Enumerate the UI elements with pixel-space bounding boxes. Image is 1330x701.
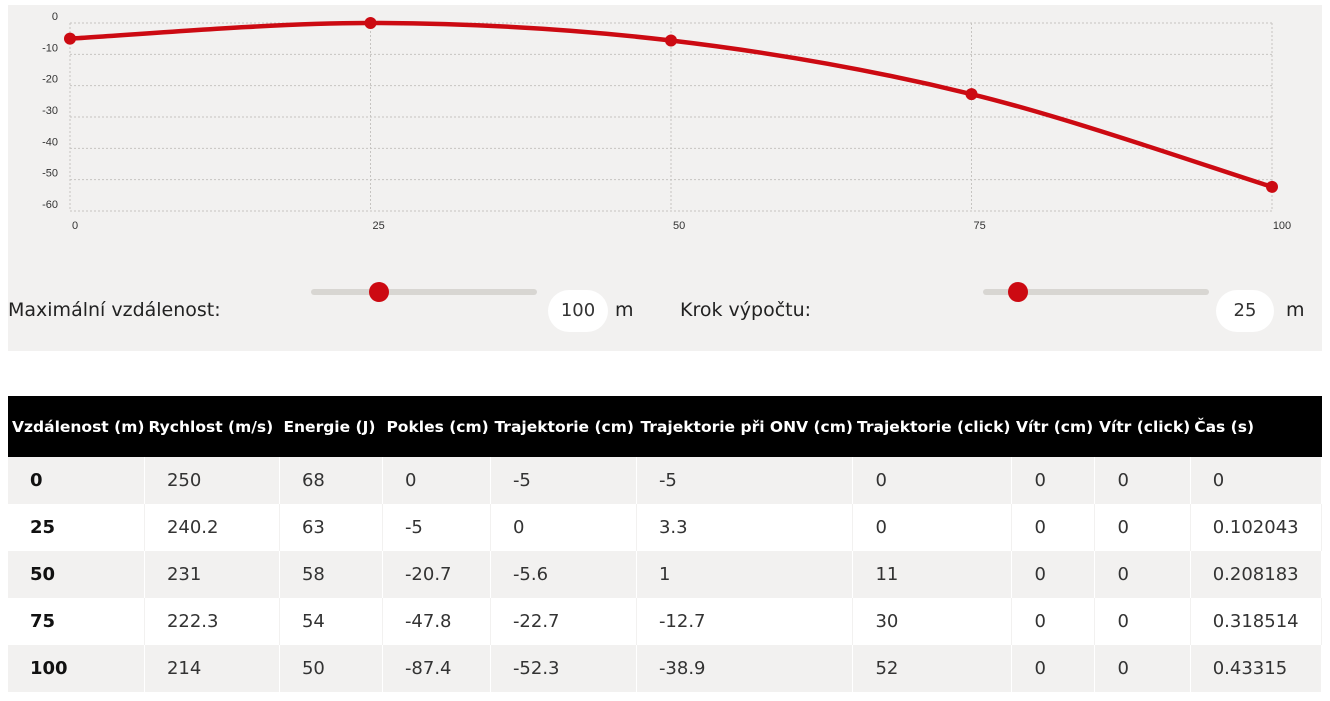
x-tick-label: 0: [72, 220, 78, 232]
cell-drop: -87.4: [382, 645, 491, 692]
cell-trajectory-onv: -5: [636, 457, 854, 504]
y-tick-label: -40: [42, 136, 58, 148]
cell-wind-click: 0: [1094, 504, 1191, 551]
y-tick-label: -50: [42, 168, 58, 180]
data-point: [64, 32, 76, 45]
col-trajectory: Trajektorie (cm): [490, 396, 637, 457]
trajectory-chart: 0 -10 -20 -30 -40 -50 -60 0 25 50 75 100: [42, 11, 1291, 232]
y-tick-label: -30: [42, 105, 58, 117]
cell-drop: -20.7: [382, 551, 491, 598]
cell-trajectory: 0: [490, 504, 637, 551]
step-label: Krok výpočtu:: [680, 299, 812, 321]
cell-trajectory: -52.3: [490, 645, 637, 692]
cell-velocity: 214: [144, 645, 280, 692]
cell-distance: 75: [8, 598, 145, 645]
cell-trajectory-onv: 1: [636, 551, 854, 598]
data-point: [965, 88, 978, 101]
cell-wind: 0: [1011, 457, 1096, 504]
col-velocity: Rychlost (m/s): [144, 396, 280, 457]
cell-distance: 50: [8, 551, 145, 598]
cell-energy: 63: [279, 504, 383, 551]
cell-distance: 25: [8, 504, 145, 551]
cell-trajectory: -5.6: [490, 551, 637, 598]
col-energy: Energie (J): [279, 396, 383, 457]
col-drop: Pokles (cm): [382, 396, 491, 457]
step-slider-handle[interactable]: [1007, 282, 1028, 302]
cell-velocity: 250: [144, 457, 280, 504]
cell-trajectory-onv: 3.3: [636, 504, 854, 551]
cell-wind: 0: [1011, 551, 1096, 598]
col-distance: Vzdálenost (m): [8, 396, 145, 457]
cell-wind: 0: [1011, 598, 1096, 645]
cell-wind: 0: [1011, 645, 1096, 692]
cell-energy: 58: [279, 551, 383, 598]
data-point: [364, 17, 377, 29]
cell-time: 0.43315: [1190, 645, 1323, 692]
cell-drop: -47.8: [382, 598, 491, 645]
y-tick-label: -10: [42, 42, 58, 54]
data-point: [1266, 180, 1278, 193]
cell-energy: 54: [279, 598, 383, 645]
cell-trajectory-click: 0: [852, 457, 1013, 504]
max-distance-unit: m: [615, 299, 634, 321]
y-tick-label: -20: [42, 74, 58, 86]
cell-time: 0.318514: [1190, 598, 1323, 645]
step-slider[interactable]: [983, 282, 1209, 302]
cell-wind-click: 0: [1094, 645, 1191, 692]
data-point: [665, 34, 677, 47]
cell-distance: 0: [8, 457, 145, 504]
cell-trajectory-click: 11: [852, 551, 1013, 598]
cell-wind-click: 0: [1094, 457, 1191, 504]
y-tick-label: 0: [52, 11, 58, 23]
cell-trajectory: -5: [490, 457, 637, 504]
max-distance-slider[interactable]: [311, 282, 537, 302]
x-tick-label: 50: [673, 220, 685, 232]
cell-time: 0: [1190, 457, 1323, 504]
x-tick-label: 75: [974, 220, 986, 232]
cell-energy: 68: [279, 457, 383, 504]
cell-drop: 0: [382, 457, 491, 504]
x-tick-label: 25: [373, 220, 385, 232]
col-time: Čas (s): [1190, 396, 1322, 457]
table-row: 75 222.3 54 -47.8 -22.7 -12.7 30 0 0 0.318514: [8, 598, 1323, 645]
cell-trajectory: -22.7: [490, 598, 637, 645]
step-input[interactable]: 25: [1216, 290, 1274, 332]
cell-trajectory-onv: -12.7: [636, 598, 854, 645]
x-tick-label: 100: [1273, 220, 1291, 232]
table-row: 25 240.2 63 -5 0 3.3 0 0 0 0.102043: [8, 504, 1323, 551]
cell-trajectory-onv: -38.9: [636, 645, 854, 692]
col-trajectory-onv: Trajektorie při ONV (cm): [636, 396, 853, 457]
max-distance-slider-handle[interactable]: [368, 282, 389, 302]
cell-distance: 100: [8, 645, 145, 692]
step-unit: m: [1286, 299, 1305, 321]
col-wind-click: Vítr (click): [1094, 396, 1191, 457]
table-row: 0 250 68 0 -5 -5 0 0 0 0: [8, 457, 1323, 504]
cell-wind: 0: [1011, 504, 1096, 551]
cell-trajectory-click: 30: [852, 598, 1013, 645]
col-trajectory-click: Trajektorie (click): [852, 396, 1012, 457]
cell-trajectory-click: 52: [852, 645, 1013, 692]
cell-wind-click: 0: [1094, 598, 1191, 645]
cell-wind-click: 0: [1094, 551, 1191, 598]
cell-velocity: 222.3: [144, 598, 280, 645]
y-tick-label: -60: [42, 199, 58, 211]
col-wind: Vítr (cm): [1011, 396, 1095, 457]
table-row: 50 231 58 -20.7 -5.6 1 11 0 0 0.208183: [8, 551, 1323, 598]
cell-velocity: 240.2: [144, 504, 280, 551]
cell-velocity: 231: [144, 551, 280, 598]
cell-trajectory-click: 0: [852, 504, 1013, 551]
table-row: 100 214 50 -87.4 -52.3 -38.9 52 0 0 0.43315: [8, 645, 1323, 692]
ballistics-table: Vzdálenost (m) Rychlost (m/s) Energie (J…: [8, 396, 1323, 692]
max-distance-label: Maximální vzdálenost:: [8, 299, 221, 321]
table-header-row: Vzdálenost (m) Rychlost (m/s) Energie (J…: [8, 396, 1322, 457]
cell-drop: -5: [382, 504, 491, 551]
table-body: 0 250 68 0 -5 -5 0 0 0 0 25 240.2 63 -5 0 3.3 0 0 0 0.10204…: [8, 457, 1323, 692]
cell-energy: 50: [279, 645, 383, 692]
cell-time: 0.102043: [1190, 504, 1323, 551]
trajectory-panel: 0 -10 -20 -30 -40 -50 -60 0 25 50 75 100 Maximální …: [8, 5, 1322, 351]
cell-time: 0.208183: [1190, 551, 1323, 598]
max-distance-input[interactable]: 100: [548, 290, 608, 332]
